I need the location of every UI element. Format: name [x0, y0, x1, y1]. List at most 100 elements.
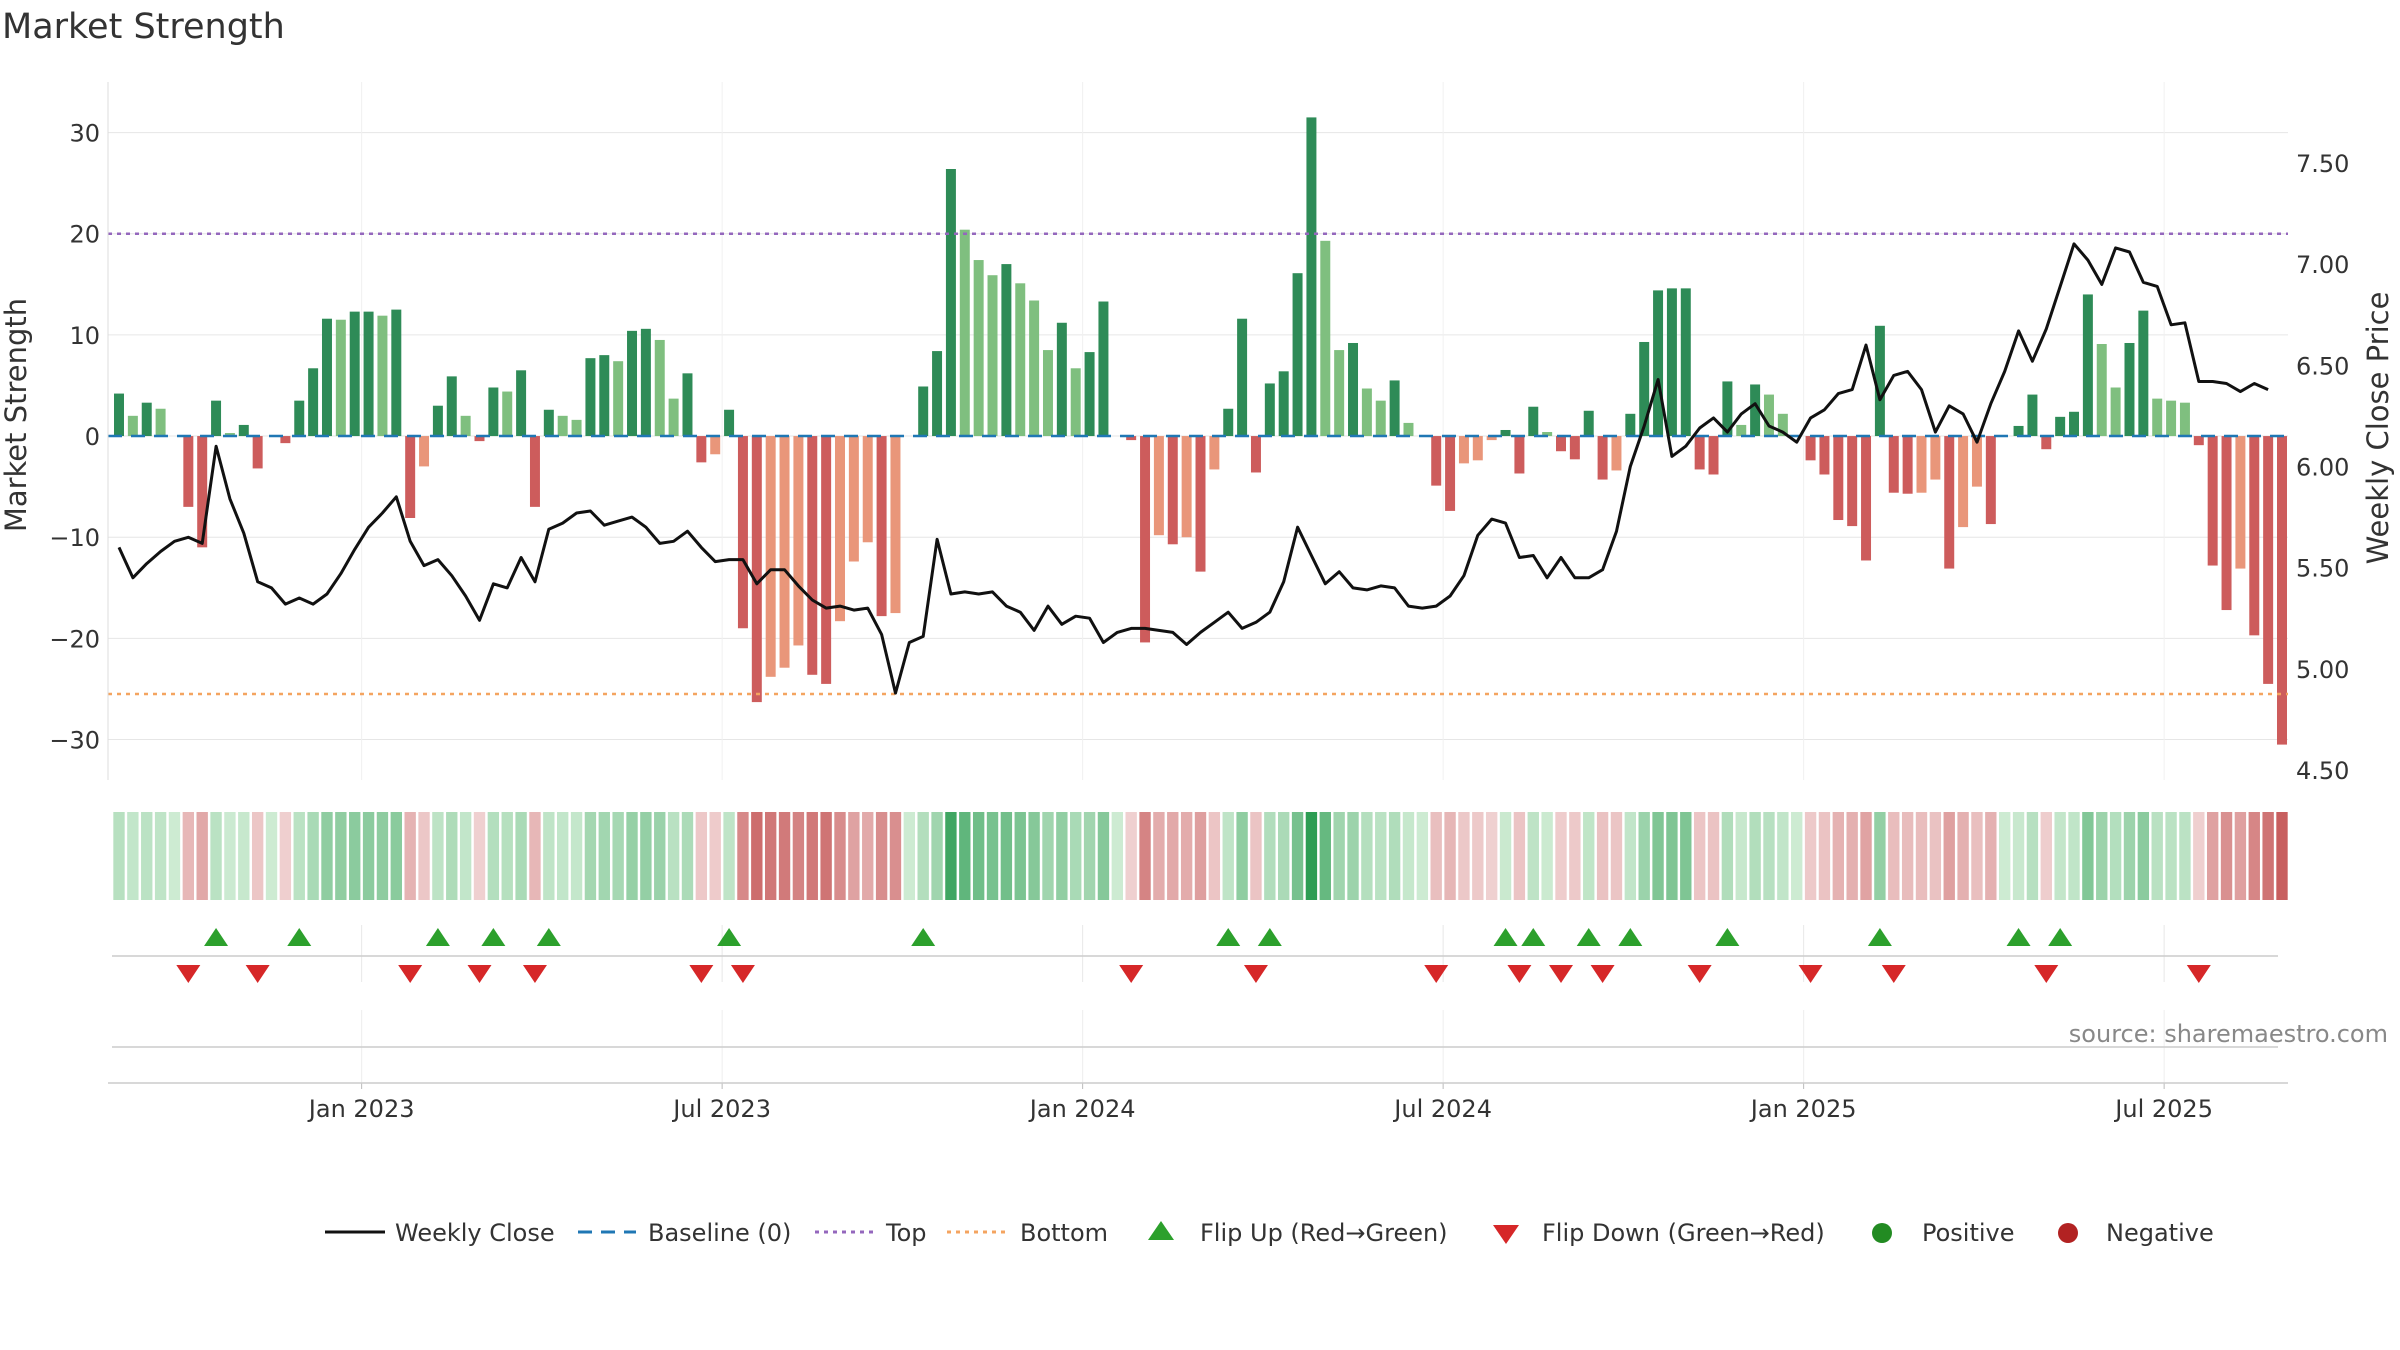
heat-cell	[1804, 812, 1817, 900]
heat-cell	[654, 812, 666, 900]
strength-bar	[1500, 429, 1511, 437]
heat-cell	[1943, 812, 1955, 900]
strength-bar	[502, 391, 513, 437]
heat-cell	[959, 812, 971, 900]
strength-bar	[516, 370, 527, 437]
strength-bar	[599, 355, 610, 437]
heat-cell	[446, 812, 458, 900]
legend-weekly-close: Weekly Close	[395, 1219, 555, 1247]
y-axis-right-label: Weekly Close Price	[2361, 292, 2395, 565]
heat-cell	[1721, 812, 1734, 900]
strength-bar	[1431, 436, 1442, 486]
strength-bar	[1126, 436, 1137, 441]
strength-bar	[197, 436, 208, 548]
price-line-layer	[117, 242, 2269, 695]
strength-bar	[918, 386, 929, 437]
strength-bar	[405, 436, 416, 518]
legend-positive: Positive	[1922, 1219, 2015, 1247]
heat-cell	[709, 812, 721, 900]
flip-down-marker	[1119, 965, 1144, 983]
heat-cell	[404, 812, 416, 900]
strength-bar	[294, 400, 305, 437]
heat-cell	[903, 812, 916, 900]
heat-cell	[2234, 812, 2247, 900]
flip-down-marker	[2034, 965, 2059, 983]
strength-bar	[1888, 436, 1899, 493]
heat-cell	[418, 812, 430, 900]
strength-bar	[460, 415, 471, 437]
legend-baseline: Baseline (0)	[648, 1219, 791, 1247]
heat-cell	[1957, 812, 1969, 900]
strength-bar	[308, 368, 319, 437]
strength-bar	[2041, 436, 2052, 450]
heat-cell	[1624, 812, 1637, 900]
reference-lines	[108, 232, 2288, 696]
strength-bar	[446, 376, 457, 437]
flip-up-marker	[2048, 928, 2073, 946]
strength-bar	[2124, 342, 2135, 437]
strength-bar	[1680, 288, 1691, 437]
strength-bar	[1209, 436, 1220, 470]
strength-bar	[862, 436, 873, 543]
heat-cell	[2206, 812, 2219, 900]
flip-down-marker	[467, 965, 492, 983]
strength-bar	[1264, 383, 1275, 437]
heat-cell	[362, 812, 375, 900]
strength-bar	[1902, 436, 1913, 494]
y-left-tick-label: −10	[49, 524, 100, 552]
strength-bar	[696, 436, 707, 463]
heat-cell	[1915, 812, 1928, 900]
heat-cell	[459, 812, 472, 900]
heat-cell	[848, 812, 860, 900]
heat-cell	[238, 812, 250, 900]
heat-cell	[1236, 812, 1248, 900]
flip-up-marker	[717, 928, 742, 946]
strength-bar	[945, 168, 956, 437]
strength-bar	[932, 351, 943, 437]
heat-cell	[2109, 812, 2122, 900]
flip-markers	[176, 928, 2211, 983]
strength-bar	[1777, 413, 1788, 437]
heat-cell	[1111, 812, 1123, 900]
heat-cell	[2165, 812, 2177, 900]
strength-bar	[2179, 402, 2190, 437]
strength-bar	[377, 315, 388, 437]
strength-bar	[2138, 310, 2149, 437]
flip-up-marker	[536, 928, 561, 946]
heat-cell	[1610, 812, 1623, 900]
strength-bar	[1306, 117, 1317, 437]
strength-bar	[155, 408, 166, 437]
strength-bar	[1278, 371, 1289, 437]
strength-bar	[1195, 436, 1206, 572]
heat-cell	[723, 812, 735, 900]
heat-cell	[1139, 812, 1151, 900]
heat-cell	[1347, 812, 1359, 900]
flip-down-marker	[1549, 965, 1573, 983]
flip-down-marker	[2186, 965, 2211, 983]
heat-cell	[1458, 812, 1470, 900]
strength-bar	[765, 436, 776, 677]
strength-bars	[114, 117, 2287, 745]
strength-bar	[1140, 436, 1151, 643]
strength-bar	[2193, 436, 2204, 446]
strength-bar	[1556, 436, 1566, 452]
heat-cell	[1222, 812, 1234, 900]
strength-bar	[1874, 325, 1885, 437]
heat-cell	[570, 812, 583, 900]
strength-bar	[793, 436, 804, 646]
heat-cell	[778, 812, 791, 900]
heat-cell	[2248, 812, 2260, 900]
y-axis-left-label: Market Strength	[0, 298, 33, 532]
strength-bar	[114, 393, 124, 437]
flip-up-marker	[1618, 928, 1643, 946]
strength-bar	[1569, 436, 1580, 460]
heat-cell	[1652, 812, 1664, 900]
strength-bar	[1597, 436, 1608, 480]
strength-bar	[1514, 436, 1525, 474]
strength-bar	[1847, 436, 1858, 527]
flip-down-marker	[176, 965, 201, 983]
strength-bar	[488, 387, 499, 437]
heat-cell	[2012, 812, 2025, 900]
heat-cell	[515, 812, 527, 900]
heat-cell	[681, 812, 694, 900]
